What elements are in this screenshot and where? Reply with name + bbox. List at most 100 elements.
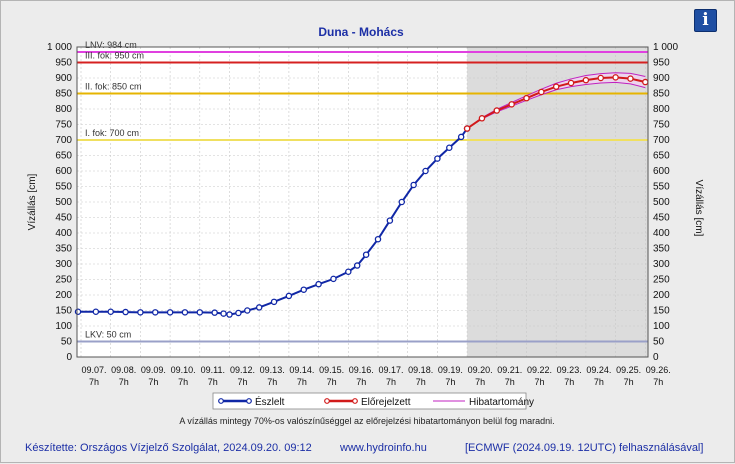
series-point-1 [582, 76, 590, 84]
y-tick-left: 600 [55, 166, 72, 177]
series-point-1 [612, 74, 619, 81]
x-tick-date: 09.11. [201, 365, 225, 375]
x-tick-date: 09.09. [141, 365, 166, 375]
y-tick-left: 500 [55, 197, 72, 208]
series-point-1 [627, 75, 634, 82]
series-point-0 [196, 309, 204, 316]
series-point-1 [597, 74, 605, 82]
x-tick-date: 09.08. [111, 365, 136, 375]
y-tick-left: 800 [55, 104, 72, 115]
x-tick-date: 09.13. [260, 365, 285, 375]
x-tick-hour: 7h [505, 377, 515, 387]
series-point-0 [300, 286, 307, 293]
x-tick-hour: 7h [297, 377, 307, 387]
series-point-0 [211, 309, 218, 316]
y-tick-right: 750 [653, 120, 670, 131]
plot-border [76, 46, 649, 358]
series-point-0 [137, 309, 144, 316]
series-point-0 [255, 304, 263, 311]
series-point-0 [107, 308, 114, 315]
series-point-0 [315, 280, 322, 288]
series-point-1 [493, 107, 501, 114]
info-button[interactable]: i [694, 9, 717, 32]
legend-box [212, 392, 527, 410]
y-tick-right: 800 [653, 104, 670, 115]
threshold-label-2: II. fok: 850 cm [85, 82, 142, 92]
y-tick-right: 550 [653, 182, 670, 193]
series-point-0 [270, 298, 278, 306]
x-tick-date: 09.16. [349, 365, 374, 375]
x-tick-date: 09.17. [378, 365, 403, 375]
series-point-1 [552, 83, 560, 90]
y-tick-left: 950 [55, 58, 72, 69]
x-tick-hour: 7h [356, 377, 366, 387]
series-point-0 [353, 262, 361, 269]
series-point-0 [226, 311, 233, 318]
y-tick-right: 150 [653, 306, 670, 317]
y-tick-right: 500 [653, 197, 670, 208]
series-point-0 [446, 144, 453, 151]
y-tick-left: 550 [55, 182, 72, 193]
series-point-0 [410, 181, 417, 189]
y-tick-left: 350 [55, 244, 72, 255]
y-tick-right: 200 [653, 290, 670, 301]
series-point-0 [151, 309, 159, 316]
series-point-1 [642, 78, 649, 86]
x-tick-date: 09.21. [497, 365, 522, 375]
y-tick-right: 100 [653, 321, 670, 332]
series-point-0 [434, 155, 441, 162]
x-tick-hour: 7h [89, 377, 99, 387]
y-tick-left: 450 [55, 213, 72, 224]
y-tick-left: 850 [55, 89, 72, 100]
y-tick-right: 350 [653, 244, 670, 255]
y-tick-left: 150 [55, 306, 72, 317]
y-tick-right: 250 [653, 275, 670, 286]
legend-label-1: Előrejelzett [361, 397, 411, 408]
threshold-label-1: III. fok: 950 cm [85, 51, 144, 61]
y-tick-left: 650 [55, 151, 72, 162]
y-tick-right: 400 [653, 228, 670, 239]
y-tick-left: 400 [55, 228, 72, 239]
y-tick-left: 100 [55, 321, 72, 332]
x-tick-hour: 7h [148, 377, 158, 387]
series-point-0 [235, 309, 242, 317]
series-point-0 [166, 309, 174, 316]
x-tick-date: 09.15. [319, 365, 344, 375]
y-tick-right: 450 [653, 213, 670, 224]
x-tick-date: 09.18. [408, 365, 433, 375]
series-point-0 [345, 268, 352, 275]
x-tick-date: 09.23. [557, 365, 582, 375]
series-point-0 [285, 292, 293, 300]
x-tick-hour: 7h [624, 377, 634, 387]
series-point-0 [398, 198, 406, 206]
y-tick-right: 300 [653, 259, 670, 270]
x-tick-hour: 7h [267, 377, 277, 387]
legend-marker-1 [352, 398, 358, 404]
footer-url-link[interactable]: www.hydroinfo.hu [340, 442, 427, 454]
info-icon: i [702, 10, 709, 30]
x-tick-hour: 7h [416, 377, 426, 387]
x-tick-date: 09.20. [468, 365, 493, 375]
x-tick-hour: 7h [119, 377, 129, 387]
legend-marker-0 [246, 398, 252, 404]
y-tick-left: 1 000 [47, 42, 72, 53]
series-point-0 [374, 235, 382, 243]
x-tick-hour: 7h [534, 377, 544, 387]
y-tick-left: 900 [55, 73, 72, 84]
y-tick-right: 850 [653, 89, 670, 100]
series-point-0 [457, 133, 465, 141]
y-tick-left: 300 [55, 259, 72, 270]
y-tick-right: 950 [653, 58, 670, 69]
series-point-1 [478, 115, 486, 122]
x-tick-date: 09.22. [527, 365, 552, 375]
x-tick-hour: 7h [386, 377, 396, 387]
x-tick-date: 09.25. [616, 365, 641, 375]
x-tick-hour: 7h [475, 377, 485, 387]
series-point-0 [362, 251, 370, 258]
x-tick-hour: 7h [237, 377, 247, 387]
chart-title: Duna - Mohács [318, 25, 404, 39]
series-point-0 [181, 309, 189, 316]
